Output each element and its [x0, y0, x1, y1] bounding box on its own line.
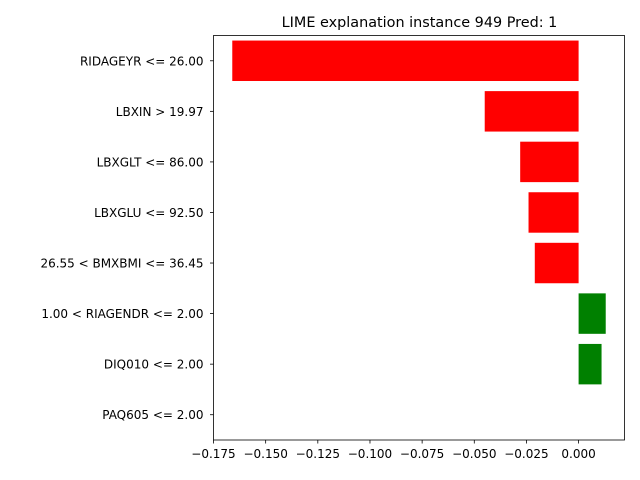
y-tick-label: LBXIN > 19.97 [116, 105, 204, 119]
bar [232, 40, 579, 82]
bar [484, 91, 579, 132]
x-tick-label: −0.150 [243, 447, 287, 461]
chart-title: LIME explanation instance 949 Pred: 1 [282, 15, 558, 31]
x-tick-label: −0.175 [191, 447, 235, 461]
plot-frame [213, 35, 625, 441]
y-tick-label: PAQ605 <= 2.00 [102, 408, 203, 422]
x-axis-ticks: −0.175 −0.150 −0.125 −0.100 −0.075 −0.050 −0.0… [191, 440, 596, 461]
x-tick-label: −0.125 [296, 447, 340, 461]
y-tick-label: RIDAGEYR <= 26.00 [80, 54, 204, 68]
bar [578, 343, 602, 385]
y-tick-label: 26.55 < BMXBMI <= 36.45 [40, 257, 203, 271]
x-tick-label: −0.075 [400, 447, 444, 461]
y-tick-label: DIQ010 <= 2.00 [104, 358, 204, 372]
y-tick-label: 1.00 < RIAGENDR <= 2.00 [41, 307, 203, 321]
x-tick-label: −0.050 [452, 447, 496, 461]
bar [520, 141, 579, 183]
x-tick-label: −0.100 [348, 447, 392, 461]
bar [534, 242, 579, 284]
bars-group [232, 40, 606, 385]
x-tick-label: 0.000 [561, 447, 595, 461]
y-tick-label: LBXGLU <= 92.50 [94, 206, 203, 220]
y-tick-label: LBXGLT <= 86.00 [97, 155, 204, 169]
y-axis-ticks: RIDAGEYR <= 26.00 LBXIN > 19.97 LBXGLT <= … [40, 54, 214, 422]
bar [528, 192, 579, 233]
x-tick-label: −0.025 [504, 447, 548, 461]
bar [578, 293, 606, 334]
